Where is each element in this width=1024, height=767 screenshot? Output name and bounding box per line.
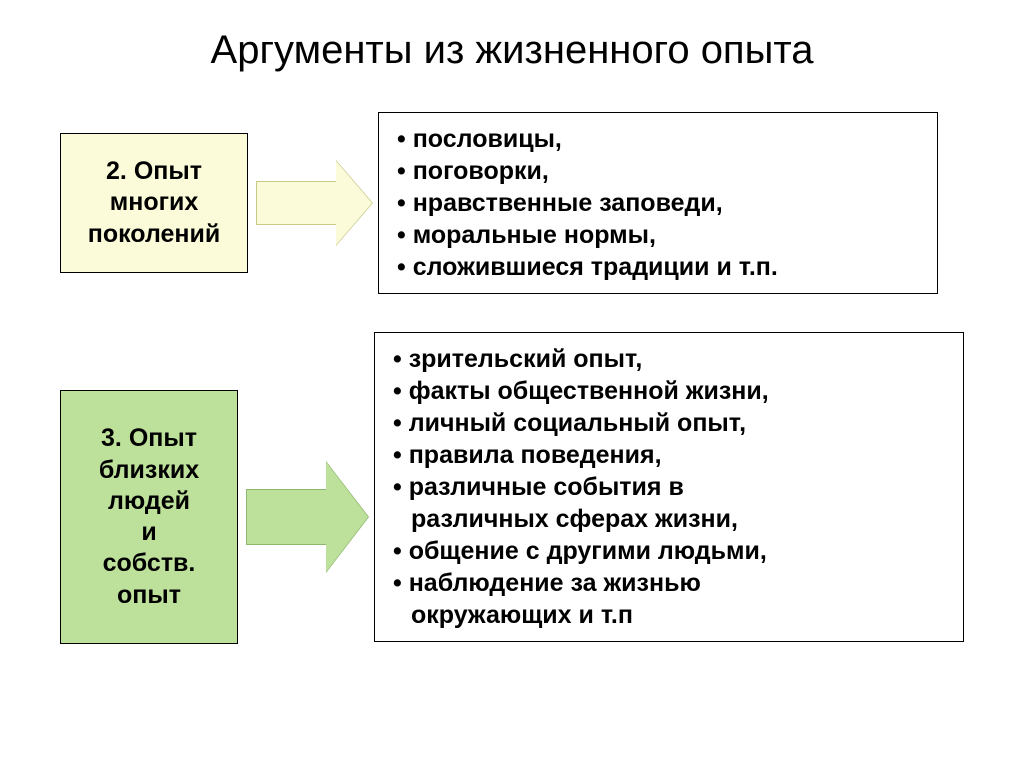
detail-line: различных сферах жизни, (393, 503, 949, 535)
source-box-personal: 3. Опыт близких людей и собств. опыт (60, 390, 238, 644)
source-line: 2. Опыт (61, 156, 247, 187)
source-line: людей (61, 486, 237, 517)
source-line: и (61, 517, 237, 548)
source-line: опыт (61, 580, 237, 611)
detail-line: • моральные нормы, (397, 219, 923, 251)
detail-line: • пословицы, (397, 123, 923, 155)
detail-line: окружающих и т.п (393, 599, 949, 631)
source-line: 3. Опыт (61, 423, 237, 454)
page-title: Аргументы из жизненного опыта (0, 0, 1024, 73)
detail-line: • поговорки, (397, 155, 923, 187)
detail-line: • наблюдение за жизнью (393, 567, 949, 599)
detail-line: • различные события в (393, 471, 949, 503)
detail-box-generations: • пословицы, • поговорки, • нравственные… (378, 112, 938, 294)
source-line: поколений (61, 219, 247, 250)
row-personal: 3. Опыт близких людей и собств. опыт • з… (60, 330, 964, 644)
source-line: близких (61, 455, 237, 486)
source-line: собств. (61, 548, 237, 579)
detail-line: • сложившиеся традиции и т.п. (397, 251, 923, 283)
detail-line: • правила поведения, (393, 439, 949, 471)
arrow-generations (256, 161, 372, 245)
detail-line: • личный социальный опыт, (393, 407, 949, 439)
detail-line: • нравственные заповеди, (397, 187, 923, 219)
row-generations: 2. Опыт многих поколений • пословицы, • … (60, 112, 938, 294)
detail-line: • факты общественной жизни, (393, 375, 949, 407)
arrow-personal (246, 462, 368, 572)
detail-box-personal: • зрительский опыт, • факты общественной… (374, 332, 964, 642)
detail-line: • общение с другими людьми, (393, 535, 949, 567)
detail-line: • зрительский опыт, (393, 343, 949, 375)
source-box-generations: 2. Опыт многих поколений (60, 133, 248, 273)
source-line: многих (61, 187, 247, 218)
